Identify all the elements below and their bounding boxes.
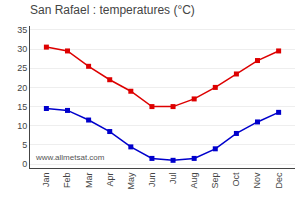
svg-text:5: 5 bbox=[22, 140, 27, 150]
svg-text:20: 20 bbox=[17, 83, 27, 93]
svg-text:Apr: Apr bbox=[105, 173, 115, 187]
svg-text:Feb: Feb bbox=[62, 173, 72, 189]
svg-text:0: 0 bbox=[22, 159, 27, 169]
svg-text:Jun: Jun bbox=[147, 173, 157, 188]
svg-text:May: May bbox=[126, 172, 136, 190]
svg-text:Aug: Aug bbox=[189, 173, 199, 189]
svg-text:Nov: Nov bbox=[252, 172, 262, 189]
svg-text:Jul: Jul bbox=[168, 173, 178, 185]
svg-text:15: 15 bbox=[17, 102, 27, 112]
svg-text:35: 35 bbox=[17, 25, 27, 35]
svg-text:30: 30 bbox=[17, 44, 27, 54]
svg-text:www.allmetsat.com: www.allmetsat.com bbox=[35, 153, 105, 162]
svg-text:San Rafael : temperatures (°C): San Rafael : temperatures (°C) bbox=[30, 3, 195, 17]
svg-text:25: 25 bbox=[17, 63, 27, 73]
svg-text:10: 10 bbox=[17, 121, 27, 131]
svg-text:Mar: Mar bbox=[84, 173, 94, 189]
svg-text:Dec: Dec bbox=[274, 172, 284, 189]
svg-text:Sep: Sep bbox=[210, 173, 220, 189]
svg-text:Jan: Jan bbox=[41, 173, 51, 188]
svg-text:Oct: Oct bbox=[231, 172, 241, 187]
